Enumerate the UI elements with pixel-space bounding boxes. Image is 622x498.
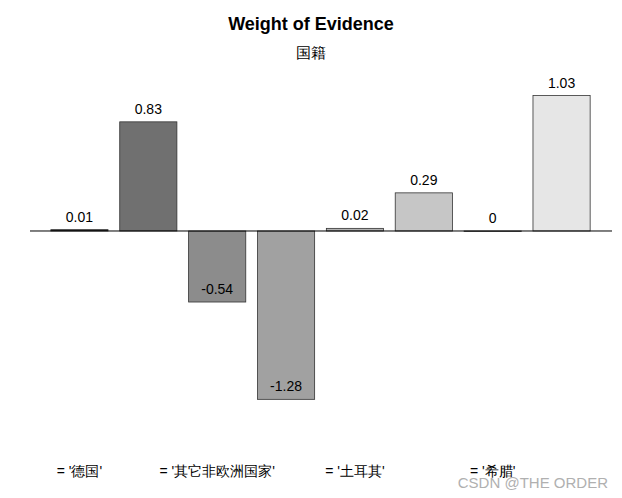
bar	[395, 193, 452, 231]
data-label: 1.03	[548, 75, 575, 91]
title: Weight of Evidence	[228, 14, 394, 34]
data-label: 0.29	[410, 172, 437, 188]
chart: Weight of Evidence 国籍 0.01 0.83 -0.54 -1.28 0.…	[0, 0, 622, 498]
annotation: CSDN @THE ORDER	[458, 474, 608, 491]
data-label: 0.83	[135, 101, 162, 117]
x-tick-label: = '其它非欧洲国家'	[159, 463, 274, 479]
bars	[51, 96, 590, 400]
data-label: 0.02	[341, 207, 368, 223]
data-label: -1.28	[270, 378, 302, 394]
data-label: 0.01	[66, 209, 93, 225]
bar	[533, 96, 590, 231]
x-tick-label: = '土耳其'	[325, 463, 384, 479]
baseline	[30, 230, 612, 231]
data-label: 0	[489, 210, 497, 226]
bar	[189, 231, 246, 302]
subtitle: 国籍	[296, 44, 326, 61]
bar	[120, 122, 177, 231]
data-label: -0.54	[201, 281, 233, 297]
bar	[257, 231, 314, 399]
x-tick-label: = '德国'	[57, 463, 102, 479]
